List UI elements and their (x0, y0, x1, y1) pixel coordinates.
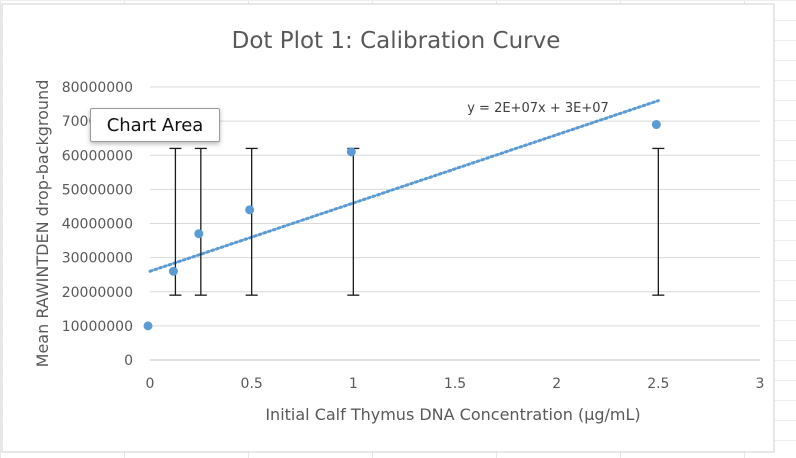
x-tick-label: 2.5 (647, 376, 669, 392)
trendline (148, 99, 660, 273)
y-tick-label: 40000000 (62, 217, 133, 233)
chart-area-tooltip: Chart Area (90, 108, 220, 142)
data-points (143, 120, 661, 331)
y-tick-label: 0 (124, 353, 133, 369)
data-point (168, 266, 178, 276)
data-point (245, 205, 255, 215)
trendline-equation: y = 2E+07x + 3E+07 (467, 101, 609, 116)
data-point (346, 147, 356, 157)
y-axis-tick-labels: 0 10000000 20000000 30000000 40000000 5000000… (62, 80, 133, 369)
y-tick-label: 10000000 (62, 319, 133, 335)
data-point (194, 229, 204, 239)
data-point (651, 120, 661, 130)
chart-area[interactable] (1, 3, 775, 453)
x-tick-label: 0.5 (241, 376, 263, 392)
y-tick-label: 60000000 (62, 148, 133, 164)
y-tick-label: 20000000 (62, 285, 133, 301)
x-tick-label: 3 (756, 376, 765, 392)
x-tick-label: 1 (349, 376, 358, 392)
x-axis-tick-labels: 0 0.5 1 1.5 2 2.5 3 (146, 376, 765, 392)
y-tick-label: 30000000 (62, 251, 133, 267)
data-point (143, 321, 153, 331)
y-tick-label: 50000000 (62, 182, 133, 198)
y-axis-label: Mean RAWINTDEN drop-background (33, 80, 52, 368)
x-tick-label: 1.5 (444, 376, 466, 392)
chart-title: Dot Plot 1: Calibration Curve (232, 28, 561, 54)
x-tick-label: 0 (146, 376, 155, 392)
y-tick-label: 80000000 (62, 80, 133, 96)
x-axis-label: Initial Calf Thymus DNA Concentration (µ… (265, 405, 640, 424)
x-tick-label: 2 (552, 376, 561, 392)
